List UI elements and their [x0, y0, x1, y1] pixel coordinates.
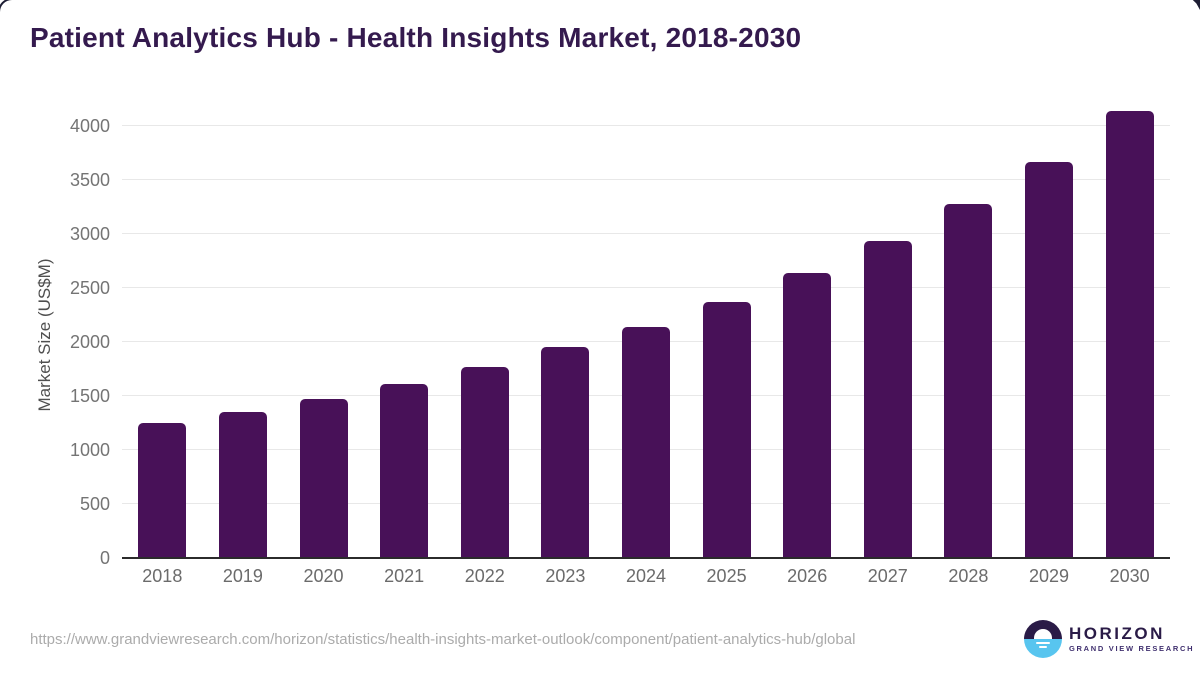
x-axis-tick-labels: 2018 2019 2020 2021 2022 2023 2024 2025 2026 2027…	[122, 565, 1170, 587]
bar-2029[interactable]	[1025, 161, 1073, 558]
bar-2024[interactable]	[621, 326, 670, 558]
y-tick-label-2000: 2000	[69, 332, 110, 352]
x-tick-label-2020: 2020	[303, 566, 344, 586]
y-tick-label-3500: 3500	[69, 170, 110, 190]
x-tick-label-2019: 2019	[222, 566, 263, 586]
y-tick-label-4000: 4000	[69, 116, 110, 136]
logo-horizon-line-2	[1039, 646, 1047, 648]
x-tick-label-2030: 2030	[1109, 566, 1150, 586]
logo-tagline: GRAND VIEW RESEARCH	[1069, 644, 1195, 654]
bar-slot-2027	[847, 102, 928, 558]
gridline-2500	[122, 287, 1170, 288]
plot-area	[122, 102, 1170, 559]
x-tick-label-2029: 2029	[1028, 566, 1070, 586]
logo-text-block: HORIZON GRAND VIEW RESEARCH	[1069, 625, 1194, 653]
bar-2020[interactable]	[299, 399, 348, 558]
horizon-logo: HORIZON GRAND VIEW RESEARCH	[1024, 620, 1194, 658]
gridline-4000	[122, 125, 1170, 126]
bar-2025[interactable]	[702, 302, 751, 558]
bar-slot-2024	[606, 102, 687, 558]
bars-row	[122, 102, 1170, 558]
x-tick-label-2023: 2023	[545, 566, 586, 586]
bar-slot-2019	[203, 102, 284, 558]
bar-slot-2025	[686, 102, 767, 558]
x-tick-label-2021: 2021	[384, 566, 425, 586]
x-tick-label-2028: 2028	[948, 566, 989, 586]
x-axis-line	[122, 557, 1170, 559]
bar-2022[interactable]	[460, 366, 509, 558]
bar-2026[interactable]	[783, 272, 832, 558]
bar-slot-2026	[767, 102, 848, 558]
x-tick-label-2024: 2024	[625, 566, 666, 586]
bar-2030[interactable]	[1105, 111, 1154, 558]
bar-2028[interactable]	[944, 203, 993, 558]
y-tick-label-1000: 1000	[69, 440, 110, 460]
y-tick-label-0: 0	[99, 548, 110, 568]
chart-title: Patient Analytics Hub - Health Insights …	[30, 22, 802, 53]
y-tick-label-1500: 1500	[69, 386, 110, 406]
x-tick-label-2018: 2018	[142, 566, 183, 586]
bar-slot-2018	[122, 102, 203, 558]
bar-2027[interactable]	[863, 241, 912, 558]
logo-horizon-line-1	[1036, 641, 1050, 644]
x-tick-label-2022: 2022	[464, 566, 505, 586]
y-tick-label-2500: 2500	[69, 278, 110, 298]
logo-wordmark: HORIZON	[1069, 624, 1165, 644]
bar-slot-2029	[1009, 102, 1090, 558]
x-tick-label-2025: 2025	[706, 566, 747, 586]
bar-slot-2028	[928, 102, 1009, 558]
gridline-3500	[122, 179, 1170, 180]
source-url: https://www.grandviewresearch.com/horizo…	[30, 631, 856, 648]
bar-2021[interactable]	[380, 383, 429, 558]
logo-sun-dome	[1034, 629, 1052, 639]
frame-corner-topleft-icon	[0, 0, 14, 14]
y-tick-label-500: 500	[79, 494, 110, 514]
horizon-sun-circle-icon	[1024, 620, 1062, 658]
frame-corner-topright-icon	[1192, 0, 1200, 10]
bar-2018[interactable]	[138, 423, 187, 558]
y-axis-tick-labels: 0 500 1000 1500 2000 2500 3000 3500 4000	[0, 102, 110, 567]
bar-2023[interactable]	[541, 347, 590, 558]
x-tick-label-2027: 2027	[867, 566, 908, 586]
gridline-3000	[122, 233, 1170, 234]
bar-slot-2023	[525, 102, 606, 558]
bar-slot-2020	[283, 102, 364, 558]
bar-slot-2022	[444, 102, 525, 558]
bar-2019[interactable]	[218, 412, 267, 558]
y-tick-label-3000: 3000	[69, 224, 110, 244]
bar-slot-2021	[364, 102, 445, 558]
x-tick-label-2026: 2026	[787, 566, 828, 586]
bar-slot-2030	[1089, 102, 1170, 558]
